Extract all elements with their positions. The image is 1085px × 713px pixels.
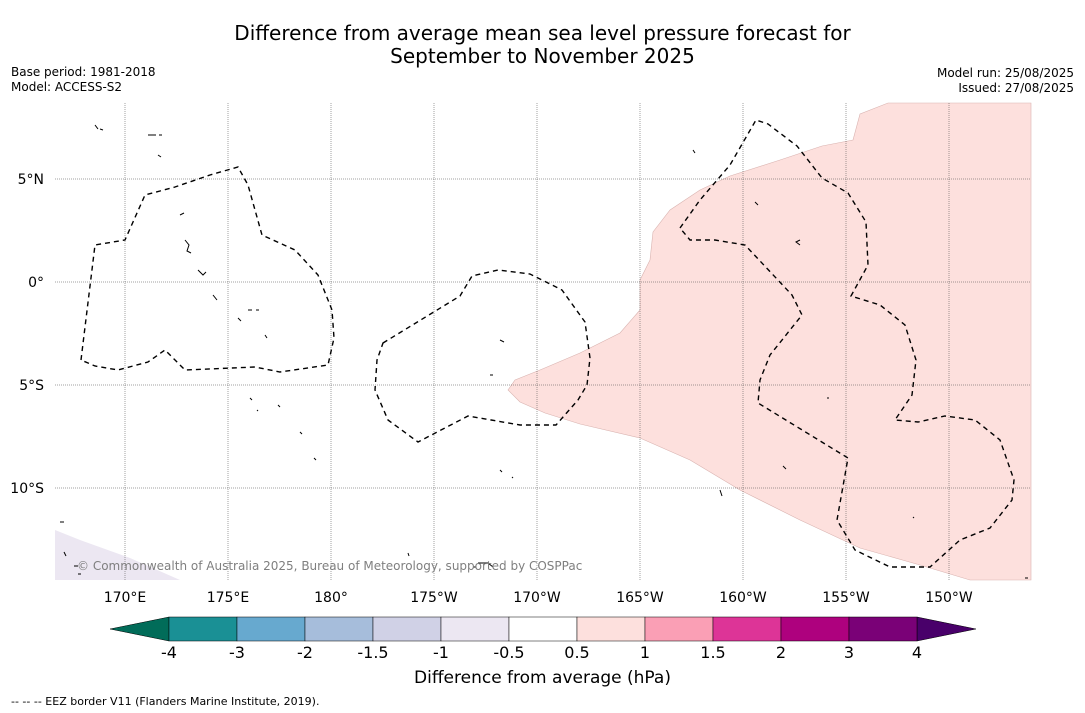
anomaly-region (507, 102, 1032, 581)
title-line-2: September to November 2025 (390, 44, 695, 68)
colorbar-over-arrow (916, 616, 977, 642)
colorbar-segment (168, 616, 238, 642)
colorbar-tick-label: 1 (640, 643, 650, 662)
colorbar-segment (372, 616, 442, 642)
footer-note: -- -- -- EEZ border V11 (Flanders Marine… (11, 695, 320, 708)
colorbar-segment (848, 616, 918, 642)
colorbar-tick-label: 2 (776, 643, 786, 662)
colorbar-segment (644, 616, 714, 642)
colorbar-segment (304, 616, 374, 642)
eez-kiribati (679, 119, 1015, 568)
base-period: Base period: 1981-2018 (11, 65, 156, 79)
colorbar-tick-label: 1.5 (700, 643, 725, 662)
lon-label-175e: 175°E (207, 590, 250, 606)
colorbar-segment (440, 616, 510, 642)
title-line-1: Difference from average mean sea level p… (234, 21, 851, 45)
colorbar-tick-label: -4 (161, 643, 177, 662)
colorbar-tick-label: -3 (229, 643, 245, 662)
model-name: Model: ACCESS-S2 (11, 80, 123, 94)
colorbar-segment (508, 616, 578, 642)
lon-label-175w: 175°W (410, 590, 458, 606)
colorbar: -4 -3 -2 -1.5 -1 -0.5 0.5 1 1.5 2 3 4 (109, 616, 977, 662)
colorbar-title: Difference from average (hPa) (414, 668, 671, 688)
map-title: Difference from average mean sea level p… (0, 22, 1085, 68)
lon-label-170w: 170°W (513, 590, 561, 606)
eez-tokelau (374, 269, 591, 443)
lat-label-5s: 5°S (19, 378, 44, 394)
lat-label-0: 0° (28, 275, 44, 291)
eez-tuvalu (80, 166, 335, 373)
lat-label-10s: 10°S (10, 481, 44, 497)
colorbar-tick-label: -0.5 (493, 643, 524, 662)
colorbar-tick-label: -1 (433, 643, 449, 662)
graticule (55, 103, 1031, 580)
lon-label-155w: 155°W (822, 590, 870, 606)
eez-borders (80, 119, 1015, 568)
colorbar-under-arrow (109, 616, 170, 642)
colorbar-tick-label: -2 (297, 643, 313, 662)
lon-label-170e: 170°E (104, 590, 147, 606)
colorbar-segment (236, 616, 306, 642)
islands (60, 124, 1028, 579)
colorbar-tick-label: 0.5 (564, 643, 589, 662)
model-run: Model run: 25/08/2025 (936, 66, 1074, 80)
lon-label-180: 180° (314, 590, 348, 606)
colorbar-tick-label: 3 (844, 643, 854, 662)
right-meta: Model run: 25/08/2025 Issued: 27/08/2025 (937, 66, 1074, 96)
colorbar-segment (780, 616, 850, 642)
issued-date: Issued: 27/08/2025 (958, 81, 1074, 95)
colorbar-tick-label: -1.5 (357, 643, 388, 662)
lon-label-150w: 150°W (925, 590, 973, 606)
left-meta: Base period: 1981-2018 Model: ACCESS-S2 (11, 65, 156, 95)
negative-region (55, 530, 180, 580)
lon-label-160w: 160°W (719, 590, 767, 606)
colorbar-segment (712, 616, 782, 642)
lat-label-5n: 5°N (18, 172, 44, 188)
copyright-text: © Commonwealth of Australia 2025, Bureau… (77, 559, 582, 573)
colorbar-tick-label: 4 (912, 643, 922, 662)
lon-label-165w: 165°W (616, 590, 664, 606)
colorbar-segment (576, 616, 646, 642)
